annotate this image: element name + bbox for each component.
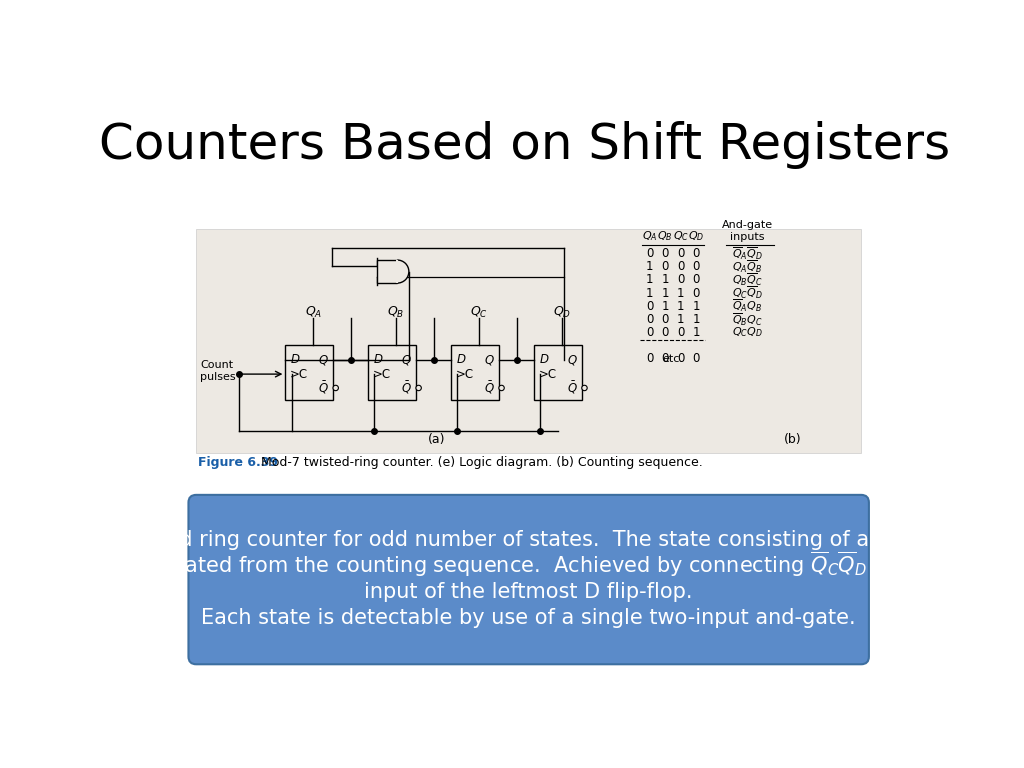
Bar xyxy=(396,260,398,283)
Text: 0: 0 xyxy=(677,352,684,365)
Text: (a): (a) xyxy=(428,433,445,446)
Text: 1: 1 xyxy=(677,300,684,313)
Text: 1: 1 xyxy=(692,326,699,339)
Text: Q: Q xyxy=(401,353,411,366)
Text: $Q_C\overline{Q}_D$: $Q_C\overline{Q}_D$ xyxy=(732,285,763,301)
Text: 0: 0 xyxy=(692,260,699,273)
Circle shape xyxy=(416,386,421,391)
Text: 0: 0 xyxy=(692,352,699,365)
Wedge shape xyxy=(397,260,409,283)
Text: Mod-7 twisted-ring counter. (e) Logic diagram. (b) Counting sequence.: Mod-7 twisted-ring counter. (e) Logic di… xyxy=(249,456,702,469)
Bar xyxy=(452,345,500,400)
Text: $Q_D$: $Q_D$ xyxy=(688,230,705,243)
Text: 1: 1 xyxy=(646,273,653,286)
Text: (b): (b) xyxy=(784,433,802,446)
Text: $Q_D$: $Q_D$ xyxy=(553,305,571,320)
Text: 0: 0 xyxy=(646,326,653,339)
Text: $\bar{Q}$: $\bar{Q}$ xyxy=(483,379,495,396)
Circle shape xyxy=(499,386,504,391)
Text: $Q_B$: $Q_B$ xyxy=(657,230,673,243)
Bar xyxy=(369,345,417,400)
Text: 0: 0 xyxy=(692,273,699,286)
Bar xyxy=(377,260,397,283)
Circle shape xyxy=(333,386,338,391)
Text: 0: 0 xyxy=(646,247,653,260)
Circle shape xyxy=(582,386,587,391)
Text: >C: >C xyxy=(456,368,474,381)
Text: >C: >C xyxy=(539,368,557,381)
Text: Figure 6.39: Figure 6.39 xyxy=(198,456,278,469)
Text: 0: 0 xyxy=(646,352,653,365)
Text: 0: 0 xyxy=(692,247,699,260)
FancyBboxPatch shape xyxy=(197,229,861,452)
Text: 0: 0 xyxy=(646,313,653,326)
Text: Q: Q xyxy=(484,353,494,366)
Text: 1: 1 xyxy=(692,300,699,313)
Text: Twisted ring counter for odd number of states.  The state consisting of all 1’s : Twisted ring counter for odd number of s… xyxy=(116,529,942,550)
Text: 0: 0 xyxy=(677,326,684,339)
Text: D: D xyxy=(540,353,549,366)
Text: 1: 1 xyxy=(677,313,684,326)
Text: 0: 0 xyxy=(677,247,684,260)
Text: 0: 0 xyxy=(662,313,669,326)
Text: 0: 0 xyxy=(646,300,653,313)
Text: 0: 0 xyxy=(662,326,669,339)
Text: Each state is detectable by use of a single two-input and-gate.: Each state is detectable by use of a sin… xyxy=(202,608,856,628)
Text: $\overline{Q}_B Q_C$: $\overline{Q}_B Q_C$ xyxy=(732,311,763,327)
Text: $\bar{Q}$: $\bar{Q}$ xyxy=(317,379,329,396)
Text: $Q_C$: $Q_C$ xyxy=(470,305,488,320)
Text: 0: 0 xyxy=(677,273,684,286)
Text: >C: >C xyxy=(290,368,308,381)
Text: $Q_A\overline{Q}_B$: $Q_A\overline{Q}_B$ xyxy=(732,259,762,275)
Text: Counters Based on Shift Registers: Counters Based on Shift Registers xyxy=(99,121,950,170)
Text: 0: 0 xyxy=(662,352,669,365)
Text: 1: 1 xyxy=(662,300,669,313)
Text: 1: 1 xyxy=(646,286,653,300)
Text: $\overline{Q}_A\overline{Q}_D$: $\overline{Q}_A\overline{Q}_D$ xyxy=(732,246,763,262)
Text: $Q_B$: $Q_B$ xyxy=(387,305,404,320)
Text: 0: 0 xyxy=(692,286,699,300)
Text: D: D xyxy=(374,353,383,366)
Text: And-gate
inputs: And-gate inputs xyxy=(722,220,773,242)
Text: Count
pulses: Count pulses xyxy=(200,360,236,382)
Text: etc.: etc. xyxy=(663,353,683,363)
Text: eliminated from the counting sequence.  Achieved by connecting $\overline{Q}_C\o: eliminated from the counting sequence. A… xyxy=(121,550,936,579)
Text: D: D xyxy=(291,353,300,366)
Text: 0: 0 xyxy=(662,260,669,273)
Text: >C: >C xyxy=(373,368,391,381)
Text: D: D xyxy=(457,353,466,366)
Text: $Q_B\overline{Q}_C$: $Q_B\overline{Q}_C$ xyxy=(732,272,763,288)
Text: 0: 0 xyxy=(677,260,684,273)
Text: Q: Q xyxy=(567,353,577,366)
Text: input of the leftmost D flip-flop.: input of the leftmost D flip-flop. xyxy=(365,582,693,602)
Bar xyxy=(286,345,334,400)
Bar xyxy=(535,345,583,400)
Text: 1: 1 xyxy=(677,286,684,300)
Text: $Q_A$: $Q_A$ xyxy=(304,305,322,320)
Text: $\bar{Q}$: $\bar{Q}$ xyxy=(566,379,578,396)
Text: Q: Q xyxy=(318,353,328,366)
Text: $Q_C$: $Q_C$ xyxy=(673,230,689,243)
Text: 0: 0 xyxy=(662,247,669,260)
Text: 1: 1 xyxy=(646,260,653,273)
FancyBboxPatch shape xyxy=(188,495,869,664)
Text: 1: 1 xyxy=(662,286,669,300)
Text: $\bar{Q}$: $\bar{Q}$ xyxy=(400,379,412,396)
Text: $Q_A$: $Q_A$ xyxy=(642,230,657,243)
Text: 1: 1 xyxy=(692,313,699,326)
Text: 1: 1 xyxy=(662,273,669,286)
Text: $Q_C Q_D$: $Q_C Q_D$ xyxy=(732,326,763,339)
Text: $\overline{Q}_A Q_B$: $\overline{Q}_A Q_B$ xyxy=(732,298,762,314)
